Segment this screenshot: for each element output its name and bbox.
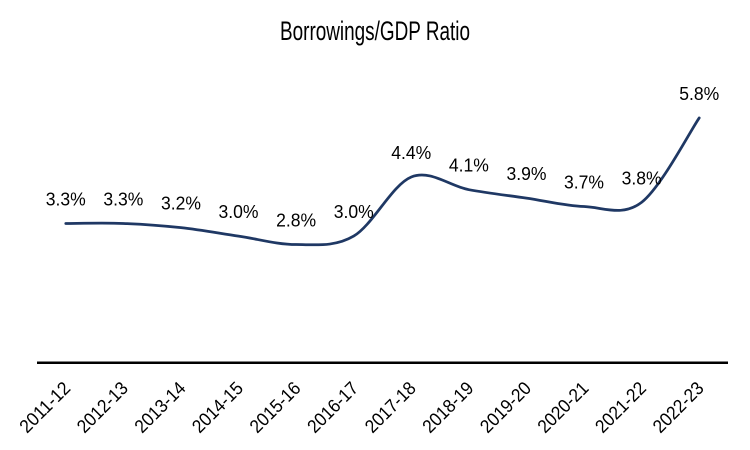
svg-text:3.7%: 3.7% xyxy=(564,172,604,193)
svg-text:2.8%: 2.8% xyxy=(276,210,316,231)
svg-text:4.1%: 4.1% xyxy=(449,155,489,176)
svg-text:3.0%: 3.0% xyxy=(334,201,374,222)
svg-text:5.8%: 5.8% xyxy=(679,83,719,104)
svg-text:2022-23: 2022-23 xyxy=(648,377,707,436)
svg-text:2015-16: 2015-16 xyxy=(245,377,304,436)
svg-text:3.2%: 3.2% xyxy=(161,193,201,214)
svg-text:2016-17: 2016-17 xyxy=(303,377,362,436)
svg-text:2014-15: 2014-15 xyxy=(188,377,247,436)
svg-text:2017-18: 2017-18 xyxy=(360,377,419,436)
svg-text:3.8%: 3.8% xyxy=(622,167,662,188)
svg-text:3.9%: 3.9% xyxy=(507,163,547,184)
svg-text:2020-21: 2020-21 xyxy=(533,377,592,436)
svg-text:2012-13: 2012-13 xyxy=(73,377,132,436)
svg-text:2021-22: 2021-22 xyxy=(591,377,650,436)
svg-text:Borrowings/GDP Ratio: Borrowings/GDP Ratio xyxy=(280,16,470,46)
svg-text:3.0%: 3.0% xyxy=(219,201,259,222)
svg-text:2018-19: 2018-19 xyxy=(418,377,477,436)
svg-text:3.3%: 3.3% xyxy=(103,188,143,209)
svg-text:4.4%: 4.4% xyxy=(391,142,431,163)
svg-text:3.3%: 3.3% xyxy=(46,188,86,209)
svg-text:2013-14: 2013-14 xyxy=(130,377,189,436)
svg-text:2019-20: 2019-20 xyxy=(476,377,535,436)
svg-text:2011-12: 2011-12 xyxy=(15,377,74,436)
